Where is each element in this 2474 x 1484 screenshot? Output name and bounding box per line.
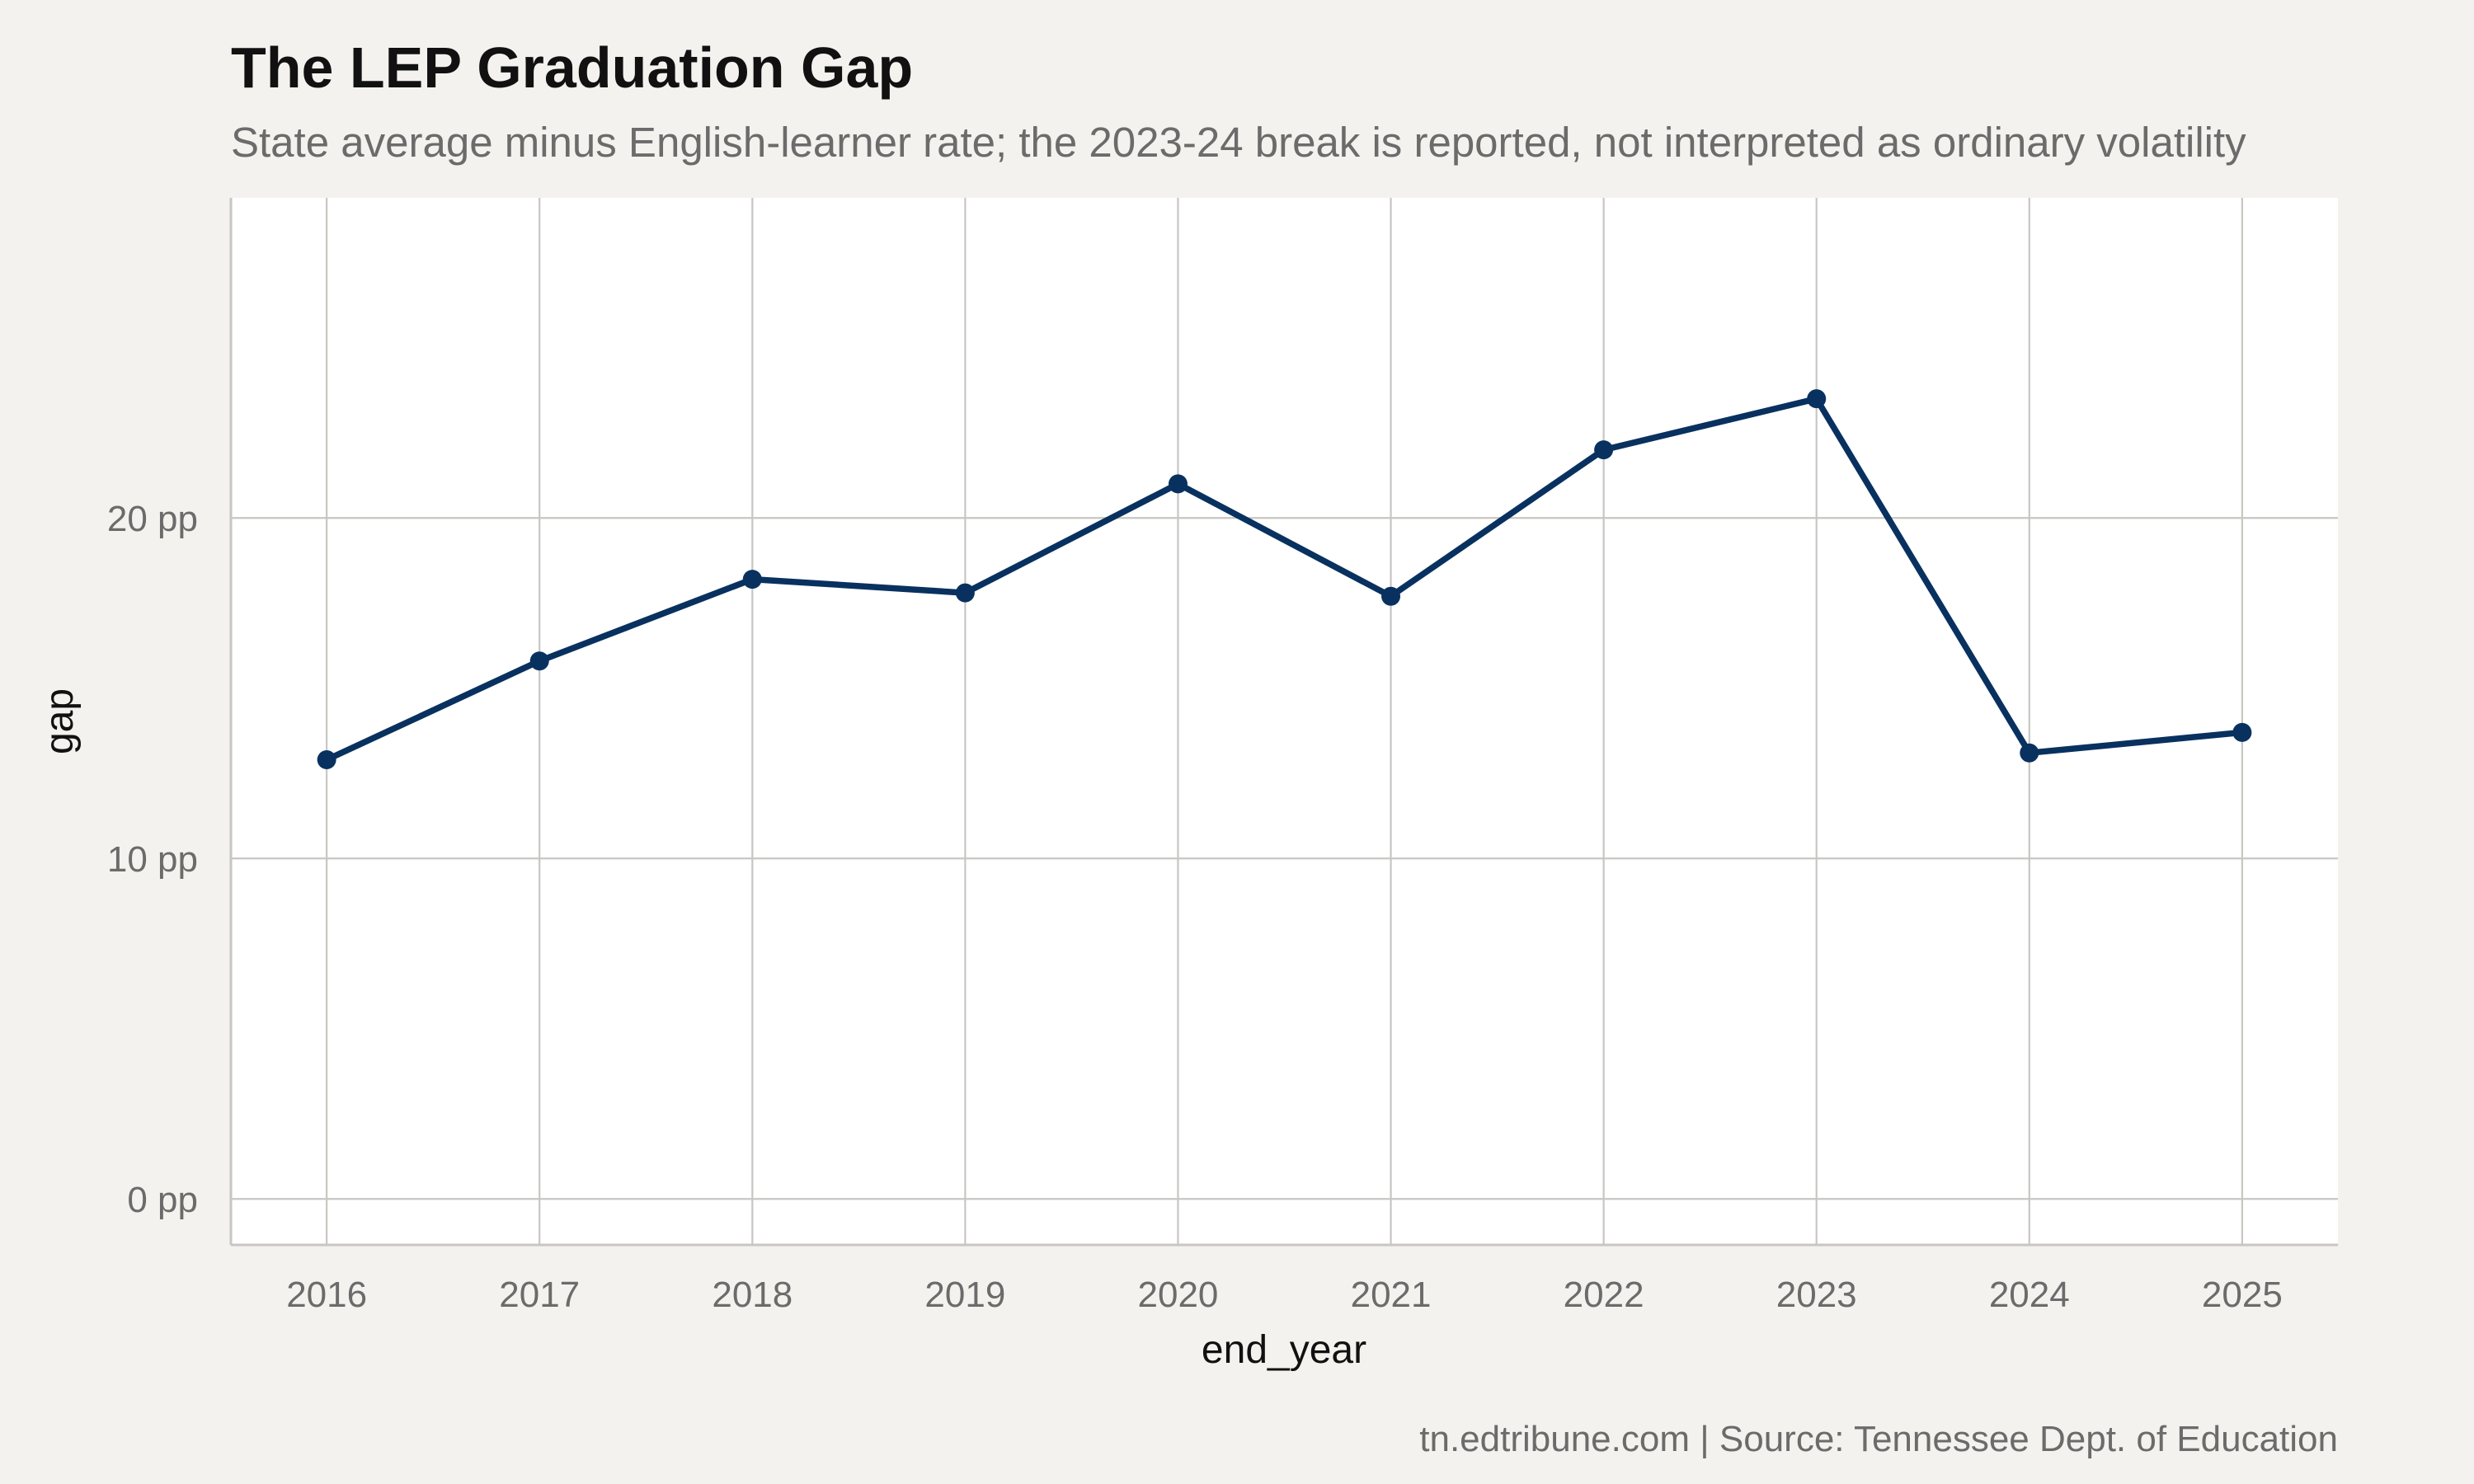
plot-panel xyxy=(231,198,2338,1245)
x-tick-label: 2021 xyxy=(1351,1275,1432,1315)
data-point-2019 xyxy=(955,583,975,603)
series-line xyxy=(323,395,2246,763)
data-point-2020 xyxy=(1168,474,1188,494)
y-tick-layer: 0 pp 10 pp 20 pp xyxy=(107,499,198,1220)
data-point-2016 xyxy=(317,749,336,769)
data-point-2023 xyxy=(1807,389,1827,409)
x-tick-label: 2016 xyxy=(286,1275,367,1315)
y-axis-title: gap xyxy=(38,688,82,754)
x-tick-label: 2018 xyxy=(712,1275,793,1315)
chart-subtitle: State average minus English-learner rate… xyxy=(231,119,2246,166)
grid-layer xyxy=(231,198,2338,1245)
x-tick-label: 2024 xyxy=(1989,1275,2070,1315)
x-tick-label: 2023 xyxy=(1776,1275,1857,1315)
y-tick-label: 0 pp xyxy=(127,1180,198,1220)
chart-caption: tn.edtribune.com | Source: Tennessee Dep… xyxy=(1419,1419,2338,1459)
x-tick-label: 2025 xyxy=(2202,1275,2283,1315)
data-point-2025 xyxy=(2232,722,2252,742)
y-tick-label: 20 pp xyxy=(107,499,198,539)
data-point-2017 xyxy=(529,651,549,671)
data-point-2024 xyxy=(2020,743,2039,763)
data-point-2021 xyxy=(1381,586,1401,606)
data-point-2018 xyxy=(742,570,762,589)
x-tick-label: 2020 xyxy=(1138,1275,1219,1315)
series-layer xyxy=(323,395,2246,763)
marker-layer xyxy=(317,389,2252,769)
data-point-2022 xyxy=(1594,440,1614,460)
x-axis-title: end_year xyxy=(1202,1328,1366,1372)
y-tick-label: 10 pp xyxy=(107,839,198,880)
x-tick-label: 2019 xyxy=(924,1275,1005,1315)
x-tick-label: 2017 xyxy=(499,1275,580,1315)
x-tick-layer: 2016 2017 2018 2019 2020 2021 2022 2023 2024 2025 xyxy=(286,1275,2283,1315)
x-tick-label: 2022 xyxy=(1564,1275,1644,1315)
chart-title: The LEP Graduation Gap xyxy=(231,35,913,100)
